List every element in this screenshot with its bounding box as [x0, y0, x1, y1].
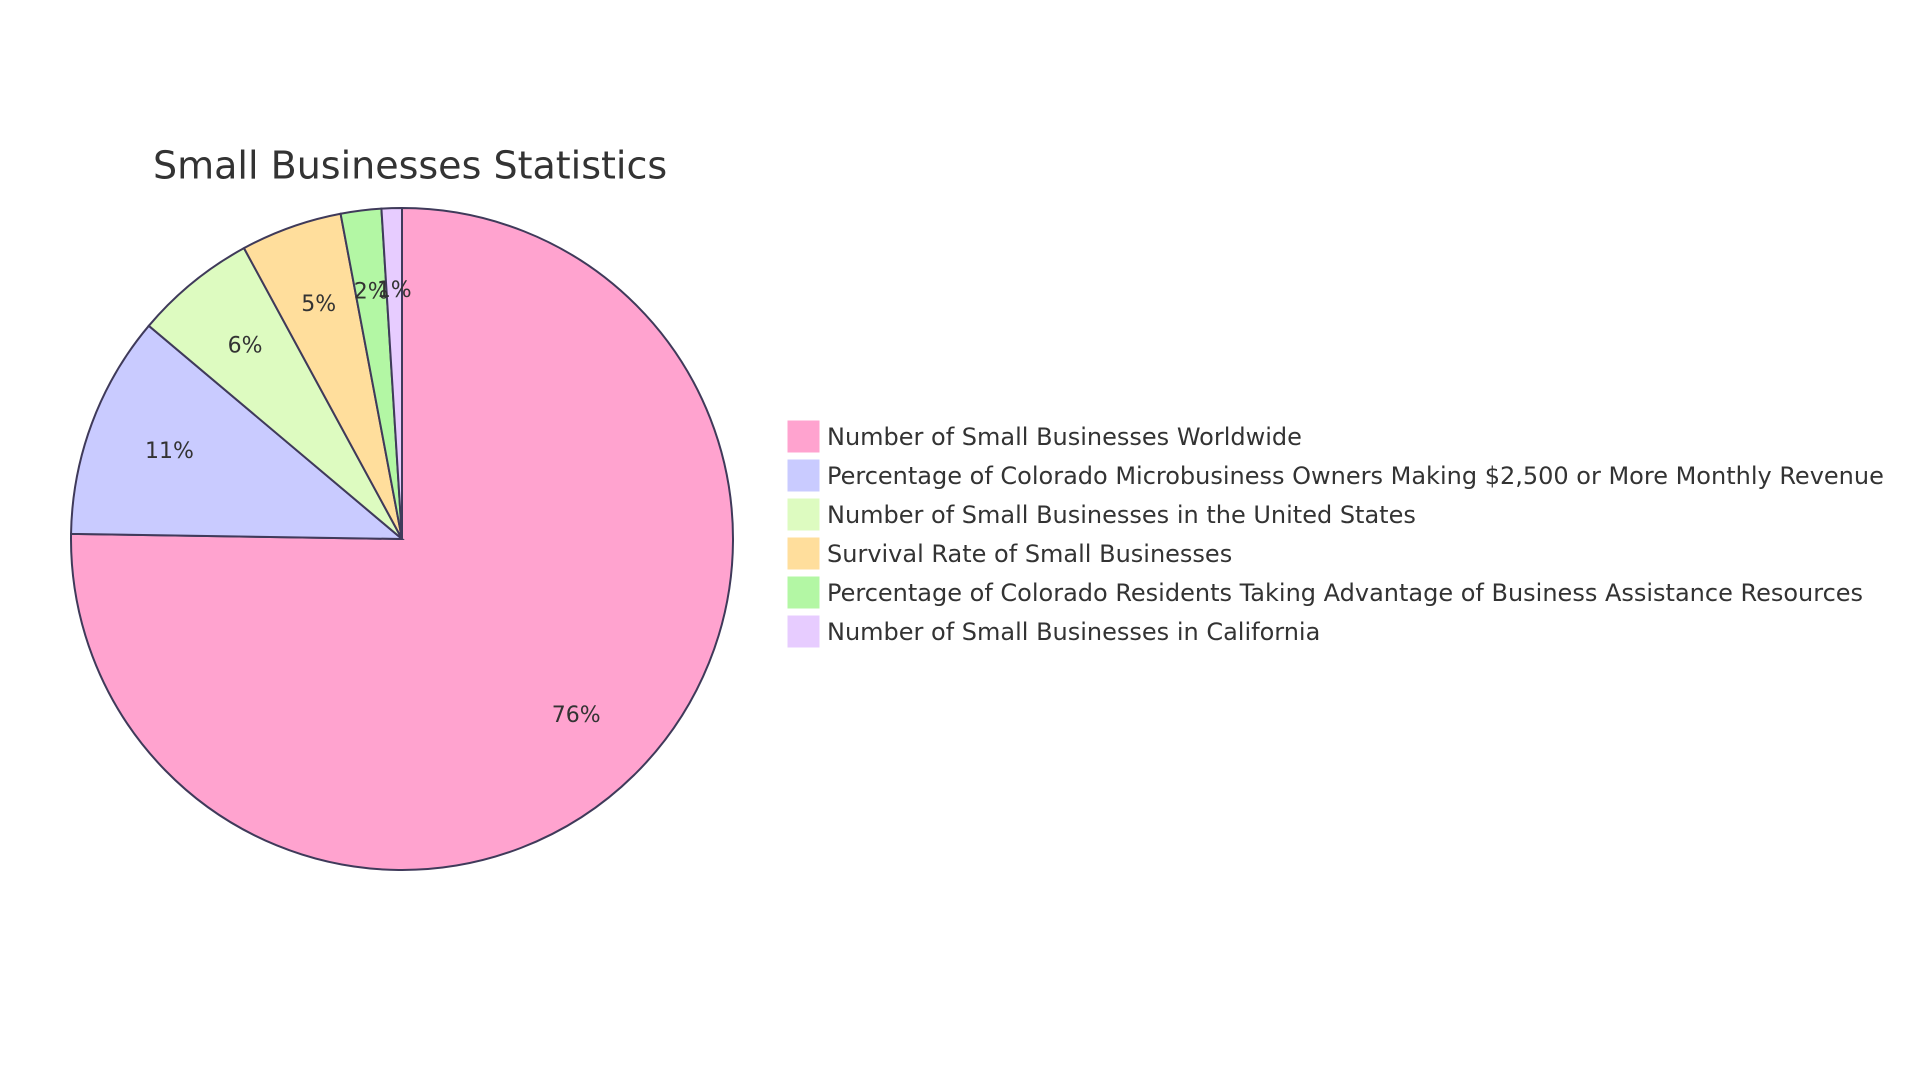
pie-slice — [70, 324, 405, 541]
legend-label: Percentage of Colorado Residents Taking … — [827, 579, 1863, 607]
legend-swatch — [786, 458, 821, 493]
legend-label: Survival Rate of Small Businesses — [827, 540, 1232, 568]
slice-label: 11% — [145, 439, 194, 464]
slice-label: 1% — [377, 278, 412, 303]
slice-label: 2% — [354, 280, 389, 305]
legend-label: Number of Small Businesses in California — [827, 618, 1320, 646]
pie-slice — [380, 206, 403, 540]
legend-swatch — [786, 575, 821, 610]
slice-label: 5% — [301, 292, 336, 317]
legend-label: Number of Small Businesses Worldwide — [827, 423, 1302, 451]
legend-label: Percentage of Colorado Microbusiness Own… — [827, 462, 1884, 490]
slice-label: 76% — [552, 703, 601, 728]
slice-label: 6% — [228, 334, 263, 359]
chart-title: Small Businesses Statistics — [153, 144, 667, 188]
legend-swatch — [786, 536, 821, 571]
legend-swatch — [786, 497, 821, 532]
legend-swatch — [786, 614, 821, 649]
legend-swatch — [786, 419, 821, 454]
legend-label: Number of Small Businesses in the United… — [827, 501, 1416, 529]
pie-slice — [70, 206, 734, 871]
pie-slice — [147, 246, 403, 540]
